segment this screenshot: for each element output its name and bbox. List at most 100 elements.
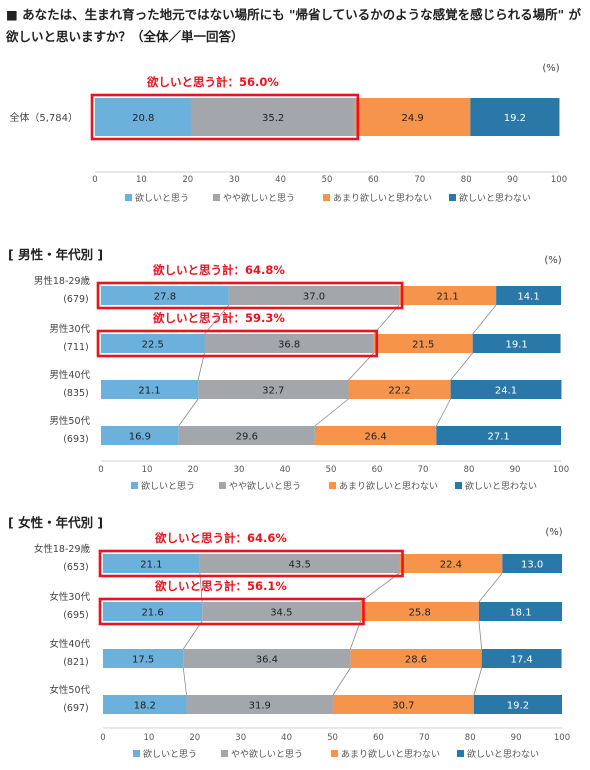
female-row-label: 女性40代	[49, 638, 90, 650]
total-legend-label: あまり欲しいと思わない	[333, 192, 432, 204]
female-row-n-label: (821)	[63, 657, 89, 668]
total-x-tick-label: 50	[322, 175, 333, 185]
male-x-tick-label: 10	[142, 465, 153, 475]
female-row-label: 女性50代	[49, 684, 90, 696]
female-bar-segment	[350, 649, 482, 668]
female-row-label: 女性18-29歳	[34, 543, 91, 555]
total-legend-swatch	[213, 194, 220, 201]
male-row-label: 男性18-29歳	[34, 275, 91, 287]
male-data-label: 21.1	[436, 292, 458, 303]
female-data-label: 13.0	[521, 560, 543, 571]
female-bar-segment	[478, 602, 562, 621]
female-bar-segment	[399, 554, 503, 573]
female-data-label: 19.2	[507, 701, 529, 712]
male-data-label: 21.5	[412, 340, 434, 351]
female-bar-segment	[103, 602, 203, 621]
female-bar-segment	[502, 554, 562, 573]
total-data-label: 19.2	[504, 113, 526, 124]
male-row-n-label: (711)	[63, 342, 89, 353]
total-x-tick-label: 70	[414, 175, 425, 185]
male-x-tick-label: 50	[326, 465, 337, 475]
female-connector-line	[478, 620, 483, 650]
male-bar-segment	[348, 380, 451, 399]
female-bar-segment	[103, 554, 200, 573]
female-legend-swatch	[221, 750, 228, 757]
male-legend-label: 欲しいと思う	[141, 480, 195, 492]
female-connector-line	[350, 620, 361, 650]
male-data-label: 37.0	[303, 292, 325, 303]
male-row-n-label: (679)	[63, 294, 89, 305]
male-row-n-label: (835)	[63, 388, 89, 399]
male-x-tick-label: 80	[464, 465, 475, 475]
total-legend-label: 欲しいと思わない	[459, 192, 531, 204]
male-connector-line	[197, 352, 205, 381]
female-connector-line	[360, 572, 400, 603]
male-connector-line	[348, 352, 375, 381]
female-x-tick-label: 20	[189, 733, 200, 743]
female-connector-line	[182, 620, 203, 650]
male-row-label: 男性30代	[49, 323, 90, 335]
female-row-label: 女性30代	[49, 591, 90, 603]
male-bar-segment	[101, 426, 179, 445]
male-x-tick-label: 30	[234, 465, 245, 475]
male-data-label: 27.1	[488, 432, 510, 443]
female-bar-segment	[183, 649, 351, 668]
female-data-label: 34.5	[270, 608, 292, 619]
male-bar-segment	[496, 286, 561, 305]
male-data-label: 24.1	[495, 386, 517, 397]
total-legend-swatch	[323, 194, 330, 201]
male-data-label: 14.1	[517, 292, 539, 303]
female-data-label: 30.7	[392, 701, 414, 712]
male-legend-swatch	[329, 482, 336, 489]
male-bar-segment	[228, 286, 400, 305]
male-bar-segment	[450, 380, 562, 399]
female-row-n-label: (695)	[63, 610, 89, 621]
female-bar-segment	[481, 649, 562, 668]
female-bar-segment	[199, 554, 400, 573]
female-connector-line	[332, 667, 351, 696]
female-x-tick-label: 30	[235, 733, 246, 743]
female-highlight-box	[98, 549, 404, 578]
female-connector-line	[473, 667, 483, 696]
female-legend-label: あまり欲しいと思わない	[341, 748, 440, 760]
total-x-tick-label: 90	[507, 175, 518, 185]
total-bar-segment	[354, 98, 471, 136]
female-x-tick-label: 70	[419, 733, 430, 743]
female-legend-label: やや欲しいと思う	[231, 748, 303, 760]
male-section-title: [ 男性・年代別 ]	[8, 247, 104, 262]
male-legend-swatch	[455, 482, 462, 489]
total-x-tick-label: 30	[229, 175, 240, 185]
male-data-label: 36.8	[278, 340, 300, 351]
total-highlight-box	[90, 93, 360, 141]
total-legend-swatch	[449, 194, 456, 201]
female-data-label: 43.5	[289, 560, 311, 571]
total-x-tick-label: 40	[275, 175, 286, 185]
total-legend-swatch	[125, 194, 132, 201]
female-data-label: 17.5	[132, 655, 154, 666]
total-data-label: 35.2	[262, 113, 284, 124]
male-bar-segment	[472, 334, 561, 353]
female-legend-swatch	[457, 750, 464, 757]
female-x-tick-label: 40	[281, 733, 292, 743]
female-bar-segment	[202, 602, 361, 621]
total-bar-segment	[191, 98, 355, 136]
female-legend-label: 欲しいと思う	[143, 748, 197, 760]
male-bar-segment	[101, 380, 199, 399]
male-x-tick-label: 20	[188, 465, 199, 475]
male-x-tick-label: 40	[280, 465, 291, 475]
male-legend-label: やや欲しいと思う	[229, 480, 301, 492]
male-callout-label: 欲しいと思う計：64.8%	[152, 263, 285, 277]
male-connector-line	[435, 398, 451, 427]
male-data-label: 16.9	[129, 432, 151, 443]
female-row-n-label: (697)	[63, 703, 89, 714]
male-row-label: 男性50代	[49, 415, 90, 427]
male-legend-label: あまり欲しいと思わない	[339, 480, 438, 492]
female-x-tick-label: 100	[554, 733, 570, 743]
total-legend-label: 欲しいと思う	[135, 192, 189, 204]
female-data-label: 28.6	[405, 655, 427, 666]
female-x-tick-label: 60	[373, 733, 384, 743]
total-x-tick-label: 20	[182, 175, 193, 185]
total-x-tick-label: 60	[368, 175, 379, 185]
male-bar-segment	[204, 334, 374, 353]
